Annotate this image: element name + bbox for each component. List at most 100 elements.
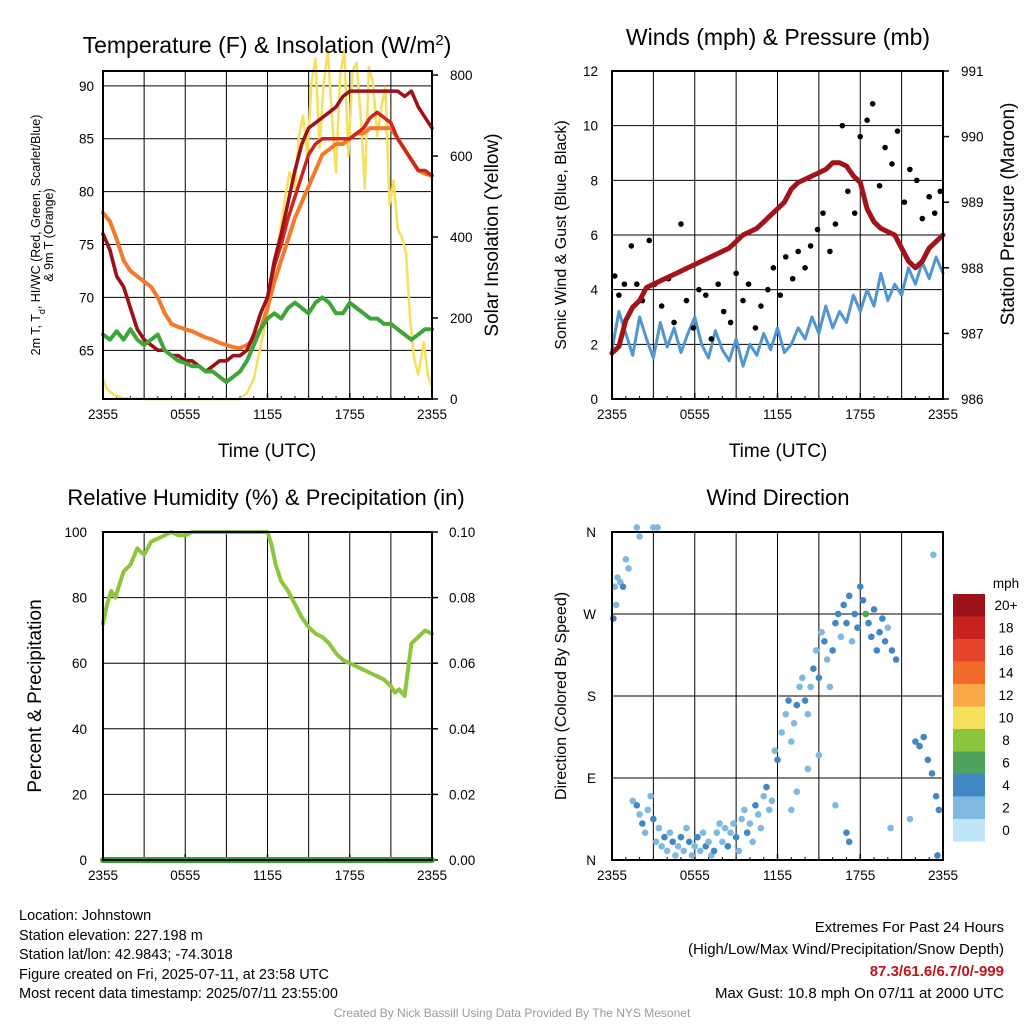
gust-point xyxy=(733,270,739,277)
gust-point xyxy=(696,286,702,293)
gust-point xyxy=(690,325,697,331)
direction-point xyxy=(832,619,839,627)
gust-point xyxy=(851,210,858,216)
gust-point xyxy=(727,319,734,326)
direction-point xyxy=(612,601,620,609)
direction-point xyxy=(661,833,668,841)
direction-point xyxy=(812,647,820,654)
gust-point xyxy=(919,215,926,222)
direction-point xyxy=(680,847,688,855)
direction-point xyxy=(666,829,674,836)
direction-point xyxy=(699,829,707,836)
y-tick-label: 4 xyxy=(590,283,598,298)
direction-point xyxy=(633,802,641,809)
gust-point xyxy=(832,221,839,227)
direction-point xyxy=(793,701,801,709)
x-tick-label: 1755 xyxy=(335,868,365,883)
plot-border xyxy=(102,70,433,400)
y-tick-label: 60 xyxy=(72,656,87,671)
gust-point xyxy=(758,303,764,309)
direction-point xyxy=(892,656,900,663)
direction-point xyxy=(765,806,773,814)
gust-point xyxy=(770,265,777,271)
direction-point xyxy=(683,824,690,832)
gust-point xyxy=(894,128,901,134)
direction-point xyxy=(867,633,875,641)
gust-point xyxy=(720,308,727,315)
y-tick-label: E xyxy=(587,771,596,786)
plot-border xyxy=(611,531,944,861)
y-tick-label: 40 xyxy=(72,722,87,737)
series-wind xyxy=(610,255,945,368)
colorbar-swatch xyxy=(953,706,985,729)
y-axis-label-line2: & 9m T (Orange) xyxy=(42,188,56,281)
gust-point xyxy=(845,188,851,195)
temperature-chart: 2355 0555 1155 1755 2355 65 70 75 80 85 90 0 200 400 6… xyxy=(29,32,503,463)
y2-tick-label: 800 xyxy=(450,68,473,83)
y2-tick-label: 0.00 xyxy=(449,853,475,868)
direction-point xyxy=(696,847,704,855)
gust-point xyxy=(740,297,746,304)
colorbar-swatch xyxy=(953,616,985,639)
gust-point xyxy=(864,117,870,123)
direction-point xyxy=(655,824,663,832)
direction-point xyxy=(782,710,790,718)
direction-point xyxy=(840,601,847,609)
colorbar-swatch xyxy=(953,796,985,819)
gust-point xyxy=(889,161,895,167)
colorbar-label: 6 xyxy=(1002,756,1010,771)
direction-point xyxy=(688,852,696,859)
colorbar-swatch xyxy=(953,819,985,842)
colorbar-swatch xyxy=(953,661,985,684)
direction-point xyxy=(636,811,643,818)
direction-point xyxy=(639,820,646,827)
chart-title: Temperature (F) & Insolation (W/m2) xyxy=(83,32,452,59)
direction-point xyxy=(801,697,809,704)
gust-point xyxy=(745,281,752,288)
direction-point xyxy=(804,765,812,773)
direction-point xyxy=(625,565,632,572)
gust-point xyxy=(782,254,789,260)
y-axis-label: Direction (Colored By Speed) xyxy=(553,592,570,800)
x-tick-label: 1155 xyxy=(253,407,282,422)
direction-point xyxy=(778,729,785,736)
direction-point xyxy=(881,638,889,645)
direction-point xyxy=(629,797,636,805)
chart-title: Relative Humidity (%) & Precipitation (i… xyxy=(67,485,464,510)
direction-point xyxy=(818,628,825,636)
y2-tick-label: 0 xyxy=(450,392,458,407)
y-tick-label: 0 xyxy=(79,853,87,868)
direction-point xyxy=(760,792,768,800)
direction-point xyxy=(691,843,699,850)
direction-point xyxy=(934,852,941,859)
direction-point xyxy=(804,710,812,718)
gust-point xyxy=(926,193,933,200)
gust-point xyxy=(802,265,808,271)
gust-point xyxy=(931,210,938,216)
direction-point xyxy=(663,847,671,855)
x-tick-label: 1755 xyxy=(845,868,875,883)
direction-point xyxy=(845,592,853,600)
direction-point xyxy=(787,738,795,745)
x-tick-label: 2355 xyxy=(88,868,118,883)
direction-point xyxy=(810,665,817,672)
colorbar-label: 4 xyxy=(1002,778,1010,793)
colorbar-label: 2 xyxy=(1002,801,1010,816)
x-tick-label: 2355 xyxy=(417,868,447,883)
gust-point xyxy=(827,248,833,255)
direction-point xyxy=(821,638,828,645)
direction-point xyxy=(870,606,878,613)
gust-point xyxy=(765,286,771,293)
gust-point xyxy=(671,319,677,326)
direction-point xyxy=(807,683,814,691)
y-tick-label: S xyxy=(587,689,596,704)
series-insolation xyxy=(101,49,434,401)
y2-tick-label: 990 xyxy=(961,130,984,145)
direction-point xyxy=(854,624,861,631)
direction-point xyxy=(873,647,881,654)
series-pressure xyxy=(609,160,946,356)
x-tick-label: 1755 xyxy=(335,407,365,422)
direction-point xyxy=(721,824,729,832)
gust-point xyxy=(646,237,653,244)
